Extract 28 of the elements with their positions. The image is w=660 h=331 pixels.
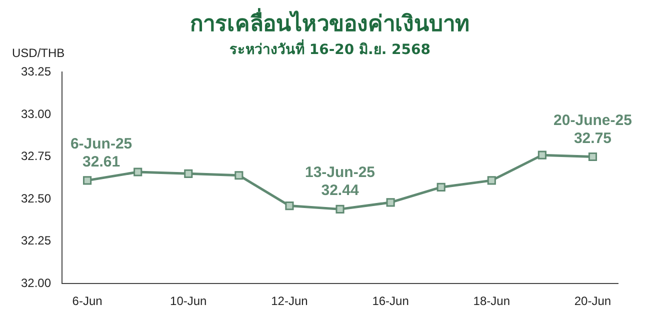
chart-title: การเคลื่อนไหวของค่าเงินบาท bbox=[189, 7, 471, 39]
point bbox=[134, 168, 142, 176]
x-tick-label: 20-Jun bbox=[574, 294, 612, 308]
point bbox=[83, 176, 92, 185]
point bbox=[184, 169, 193, 178]
point bbox=[285, 202, 294, 210]
y-tick-label: 32.50 bbox=[21, 191, 52, 206]
annotation: 13-Jun-25 32.44 bbox=[305, 164, 376, 200]
point bbox=[386, 198, 395, 207]
x-tick-label: 6-Jun bbox=[72, 294, 102, 308]
point bbox=[436, 182, 446, 192]
y-axis-title: USD/THB bbox=[12, 46, 65, 60]
x-tick-label: 18-Jun bbox=[473, 294, 510, 308]
y-tick-label: 33.25 bbox=[21, 64, 52, 79]
x-tick-label: 16-Jun bbox=[372, 294, 409, 308]
y-tick-label: 32.75 bbox=[21, 149, 52, 164]
point bbox=[588, 152, 598, 162]
point bbox=[487, 176, 496, 185]
y-tick-label: 33.00 bbox=[21, 106, 52, 121]
point bbox=[234, 171, 244, 180]
x-tick-label: 10-Jun bbox=[170, 294, 207, 308]
point bbox=[336, 204, 344, 214]
annotation: 20-June-25 32.75 bbox=[554, 112, 632, 147]
y-tick-label: 32.25 bbox=[21, 234, 52, 248]
annotation: 6-Jun-25 32.61 bbox=[70, 135, 132, 170]
x-tick-label: 12-Jun bbox=[271, 294, 308, 308]
y-tick-label: 32.00 bbox=[21, 276, 52, 290]
point bbox=[538, 150, 546, 160]
